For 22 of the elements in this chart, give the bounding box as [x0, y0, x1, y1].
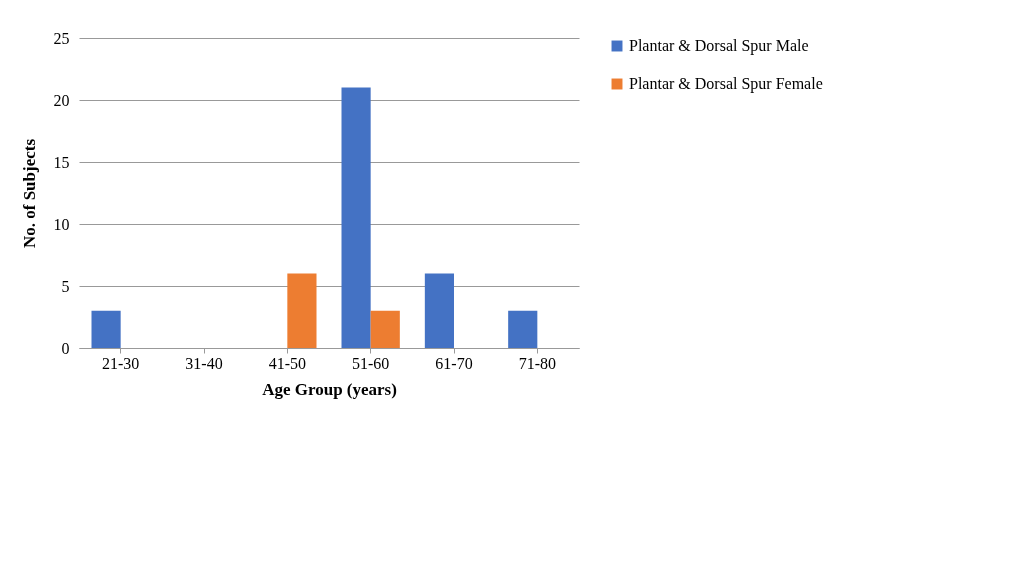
legend-label: Plantar & Dorsal Spur Male: [629, 37, 809, 55]
x-tick-label: 41-50: [268, 354, 306, 372]
x-tick-label: 21-30: [102, 354, 140, 372]
bar: [508, 310, 538, 348]
bar: [287, 273, 317, 348]
y-tick-label: 25: [53, 29, 70, 47]
legend-label: Plantar & Dorsal Spur Female: [629, 75, 823, 93]
x-axis-title: Age Group (years): [262, 379, 397, 399]
x-tick-label: 61-70: [435, 354, 473, 372]
y-axis-title: No. of Subjects: [19, 138, 39, 249]
bar: [91, 310, 121, 348]
bar: [370, 310, 400, 348]
x-tick-label: 31-40: [185, 354, 223, 372]
bar: [341, 87, 371, 348]
y-tick-label: 5: [61, 277, 70, 295]
x-tick-label: 51-60: [352, 354, 390, 372]
y-tick-label: 10: [53, 215, 70, 233]
y-tick-label: 15: [53, 153, 70, 171]
y-tick-label: 20: [53, 91, 70, 109]
y-tick-label: 0: [61, 339, 70, 357]
x-tick-label: 71-80: [518, 354, 556, 372]
bar: [424, 273, 454, 348]
